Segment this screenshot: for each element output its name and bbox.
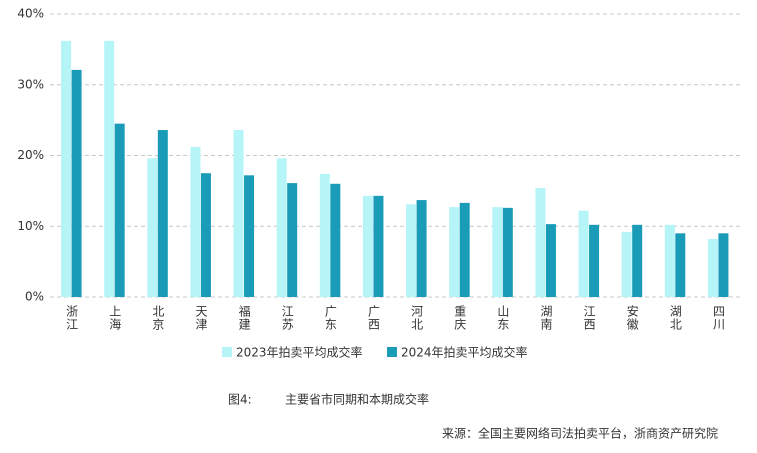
x-tick-label: 北京 xyxy=(151,305,165,331)
bar xyxy=(535,188,546,297)
bar xyxy=(449,207,460,297)
bar xyxy=(578,210,589,297)
bar xyxy=(147,158,158,297)
x-tick-label: 天津 xyxy=(194,305,208,331)
bar xyxy=(157,130,168,297)
bar xyxy=(675,233,686,297)
bar xyxy=(104,40,115,297)
x-tick-label: 广西 xyxy=(366,305,380,331)
bar xyxy=(718,233,729,297)
bar xyxy=(589,224,600,297)
x-tick-label: 重庆 xyxy=(453,305,467,331)
x-tick-label: 浙江 xyxy=(65,305,79,331)
bar xyxy=(707,238,718,297)
bar xyxy=(190,147,201,297)
x-tick-label: 江苏 xyxy=(280,305,294,331)
legend-swatch xyxy=(387,347,397,357)
bar xyxy=(233,130,244,297)
bar xyxy=(492,207,503,297)
chart-title: 主要省市同期和本期成交率 xyxy=(285,392,429,407)
x-tick-label: 四川 xyxy=(711,305,725,331)
x-tick-label: 江西 xyxy=(582,305,596,331)
bar xyxy=(621,231,632,297)
x-tick-label: 湖北 xyxy=(668,304,682,331)
bar xyxy=(287,183,298,297)
y-tick-label: 30% xyxy=(17,77,44,91)
y-tick-label: 40% xyxy=(17,7,44,21)
bar xyxy=(319,173,330,297)
bar xyxy=(276,158,287,297)
bar xyxy=(61,40,72,297)
bar xyxy=(459,202,470,297)
bar xyxy=(244,175,255,297)
figure-label: 图4: xyxy=(228,393,252,407)
x-tick-label: 山东 xyxy=(496,305,510,331)
legend-label: 2024年拍卖平均成交率 xyxy=(401,345,528,360)
legend-swatch xyxy=(222,347,232,357)
bar xyxy=(71,69,82,297)
bar xyxy=(632,224,643,297)
bar xyxy=(373,195,384,297)
x-tick-label: 福建 xyxy=(237,304,251,331)
source-note: 来源：全国主要网络司法拍卖平台，浙商资产研究院 xyxy=(442,426,718,441)
x-tick-label: 安徽 xyxy=(625,304,639,331)
bar xyxy=(664,224,675,297)
x-tick-label: 河北 xyxy=(410,305,424,331)
bar xyxy=(502,207,513,297)
bar xyxy=(114,123,125,297)
x-tick-label: 上海 xyxy=(108,305,122,331)
x-tick-label: 湖南 xyxy=(539,304,553,331)
bar xyxy=(416,200,427,297)
y-tick-label: 20% xyxy=(17,148,44,162)
y-tick-label: 10% xyxy=(17,219,44,233)
legend-label: 2023年拍卖平均成交率 xyxy=(236,345,363,360)
bar xyxy=(200,173,211,297)
y-tick-label: 0% xyxy=(25,290,44,304)
x-tick-label: 广东 xyxy=(323,305,337,331)
bar xyxy=(406,204,417,297)
bar xyxy=(330,183,341,297)
bar xyxy=(362,195,373,297)
bar xyxy=(545,224,556,297)
